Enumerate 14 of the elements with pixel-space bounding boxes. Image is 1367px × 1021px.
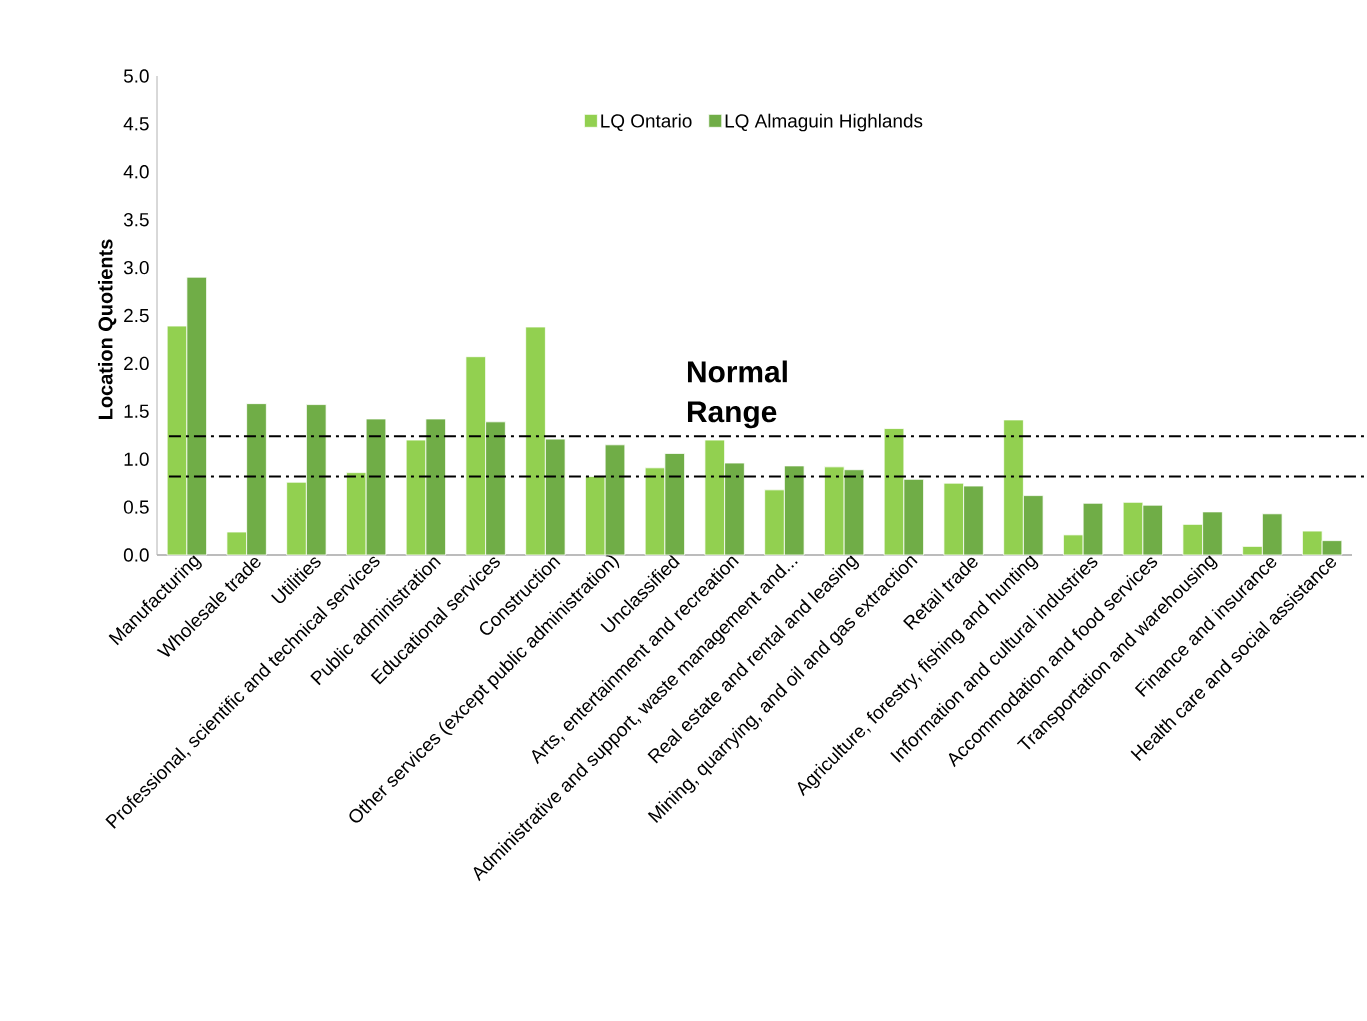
y-axis-title: Location Quotients: [97, 239, 117, 419]
legend-label: LQ Almaguin Highlands: [725, 113, 923, 132]
y-tick-label: 1.5: [124, 404, 149, 418]
y-tick-label: 4.5: [123, 117, 149, 131]
y-tick-label: 2.0: [124, 356, 149, 371]
y-tick-label: 2.5: [124, 308, 149, 323]
y-tick-label: 1.0: [124, 452, 149, 466]
y-tick-label: 5.0: [123, 69, 149, 83]
annotation: Normal Range: [687, 360, 787, 429]
y-tick-label: 0.5: [123, 500, 149, 514]
y-tick-label: 3.5: [123, 213, 149, 227]
y-tick-label: 3.0: [123, 260, 149, 275]
y-tick-label: 4.0: [123, 165, 149, 179]
legend-label: LQ Ontario: [601, 113, 692, 132]
